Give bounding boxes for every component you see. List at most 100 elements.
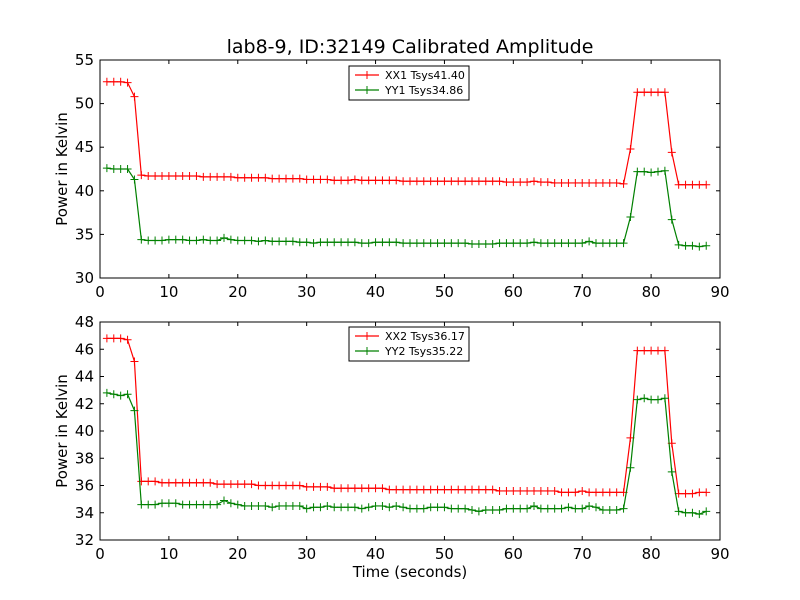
data-point (344, 238, 352, 247)
data-point (288, 481, 297, 490)
data-point (123, 390, 132, 399)
x-tick-label: 20 (228, 545, 247, 563)
data-point (309, 503, 318, 512)
y-tick-label: 44 (75, 368, 94, 386)
data-point (502, 504, 511, 513)
data-point (282, 501, 290, 510)
data-point (164, 235, 173, 244)
x-axis-label: Time (seconds) (352, 563, 468, 581)
data-point (247, 173, 256, 182)
data-point (371, 484, 380, 493)
data-point (550, 239, 559, 248)
data-point (495, 239, 504, 248)
data-point (419, 485, 428, 494)
data-point (323, 482, 332, 491)
x-tick-label: 70 (573, 545, 592, 563)
data-point (392, 485, 401, 494)
data-point (502, 239, 511, 248)
data-point (385, 238, 394, 247)
data-point (543, 486, 552, 495)
data-point (399, 239, 408, 248)
data-point (598, 488, 607, 497)
data-point (109, 165, 118, 173)
data-point (226, 499, 235, 508)
data-point (667, 148, 676, 157)
data-point (605, 178, 614, 187)
legend-swatch-marker (363, 332, 371, 340)
chart-2: 0 10 20 30 40 50 60 70 80 90 32 34 36 38 40 42 44 46 48 Pow… (53, 313, 730, 581)
data-point (130, 406, 139, 415)
data-point (171, 171, 180, 180)
data-point (178, 478, 187, 487)
data-point (364, 239, 373, 248)
data-point (130, 357, 139, 366)
data-point (240, 173, 249, 182)
data-point (199, 235, 208, 244)
data-point (116, 334, 125, 343)
data-point (316, 238, 325, 247)
data-point (261, 236, 270, 245)
data-point (406, 485, 414, 494)
data-point (316, 503, 325, 512)
data-point (509, 178, 518, 187)
data-point (392, 238, 401, 247)
data-point (654, 395, 662, 404)
data-point (681, 241, 690, 250)
data-point (633, 395, 642, 404)
data-point (564, 178, 573, 187)
data-point (137, 235, 146, 244)
data-point (378, 501, 387, 510)
data-point (247, 501, 256, 510)
legend-swatch-marker (363, 71, 371, 79)
data-point (213, 480, 222, 489)
data-point (123, 165, 132, 173)
y-tick-label: 32 (75, 531, 94, 549)
data-point (557, 488, 566, 497)
x-tick-label: 30 (297, 283, 316, 301)
y-tick-label: 38 (75, 449, 94, 467)
data-point (240, 501, 249, 510)
legend-label: XX2 Tsys36.17 (385, 330, 465, 343)
data-point (240, 480, 249, 489)
data-point (302, 175, 311, 184)
data-point (344, 503, 352, 512)
data-point (461, 504, 470, 513)
data-point (454, 485, 463, 494)
x-tick-label: 0 (95, 545, 105, 563)
data-point (385, 176, 394, 185)
data-point (337, 238, 346, 247)
data-point (185, 236, 194, 245)
data-point (702, 241, 711, 250)
data-point (564, 239, 573, 248)
series-yy2 (102, 388, 711, 519)
data-point (364, 484, 373, 493)
data-point (220, 172, 228, 181)
data-point (102, 164, 111, 173)
data-point (633, 167, 642, 176)
data-point (378, 238, 387, 247)
data-point (268, 503, 277, 512)
data-point (282, 174, 290, 183)
data-point (640, 88, 649, 97)
data-point (282, 481, 290, 490)
data-point (495, 486, 504, 495)
data-point (220, 480, 228, 489)
data-point (440, 503, 449, 512)
data-point (206, 236, 215, 245)
x-tick-label: 90 (710, 283, 729, 301)
x-tick-label: 30 (297, 545, 316, 563)
data-point (130, 92, 139, 101)
data-point (543, 239, 552, 248)
data-point (688, 180, 697, 189)
data-point (330, 503, 339, 512)
data-point (323, 238, 332, 247)
data-point (144, 500, 153, 509)
x-tick-label: 40 (366, 545, 385, 563)
legend: XX2 Tsys36.17 YY2 Tsys35.22 (348, 326, 470, 362)
data-point (523, 178, 532, 187)
data-point (226, 172, 235, 181)
data-point (330, 176, 339, 185)
data-point (688, 489, 697, 498)
data-point (116, 391, 125, 400)
data-point (357, 239, 366, 248)
